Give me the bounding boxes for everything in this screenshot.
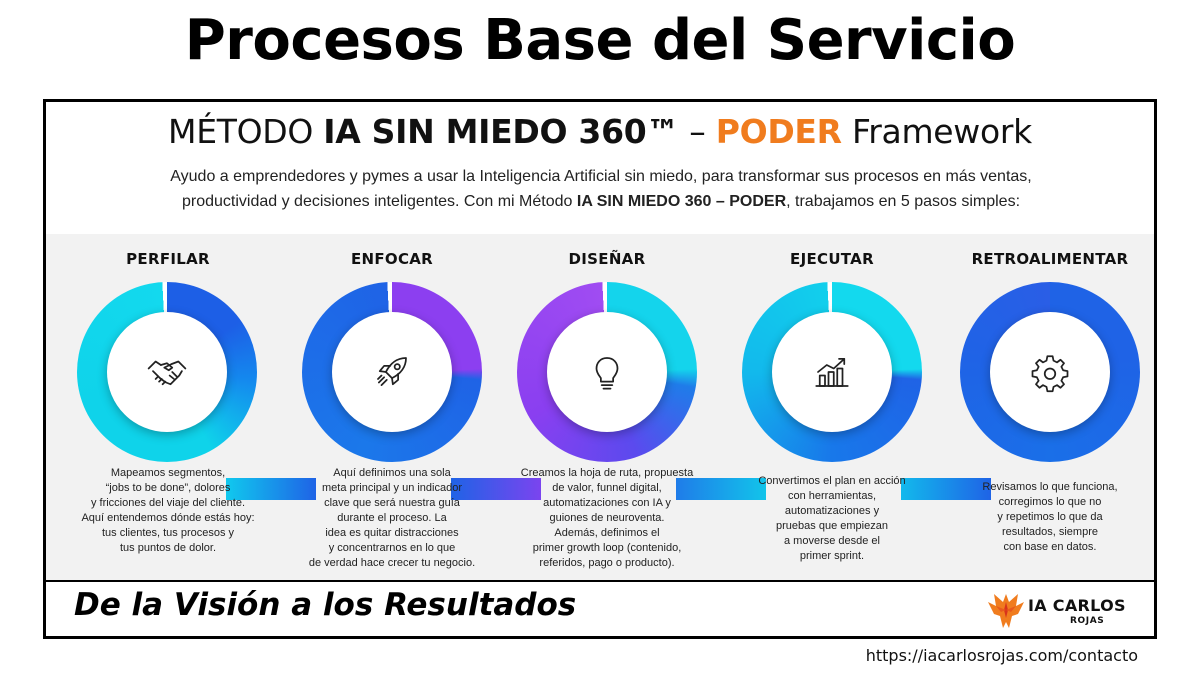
framework-subtitle: MÉTODO IA SIN MIEDO 360™ – PODER Framewo… xyxy=(46,112,1154,151)
desc-line: pruebas que empiezan xyxy=(776,520,888,532)
step-ring-disenar xyxy=(517,282,697,462)
connector-3-4 xyxy=(676,478,766,500)
step-title-ejecutar: EJECUTAR xyxy=(790,250,874,268)
step-desc-disenar: Creamos la hoja de ruta, propuesta de va… xyxy=(507,466,707,571)
subtitle-dash: – xyxy=(679,112,716,151)
step-title-enfocar: ENFOCAR xyxy=(350,250,434,268)
desc-line: durante el proceso. La xyxy=(337,512,447,524)
subtitle-suffix: Framework xyxy=(841,112,1032,151)
desc-line: Además, definimos el xyxy=(554,527,660,539)
desc-line: tus clientes, tus procesos y xyxy=(101,527,235,539)
desc-line: Aquí entendemos dónde estás hoy: xyxy=(81,512,255,524)
framework-card: MÉTODO IA SIN MIEDO 360™ – PODER Framewo… xyxy=(43,99,1157,639)
intro-line-2-suffix: , trabajamos en 5 pasos simples: xyxy=(786,193,1021,210)
step-circle-disenar xyxy=(547,312,667,432)
step-title-disenar: DISEÑAR xyxy=(568,250,646,268)
connector-4-5 xyxy=(901,478,991,500)
intro-line-2: productividad y decisiones inteligentes.… xyxy=(66,189,1136,214)
contact-url[interactable]: https://iacarlosrojas.com/contacto xyxy=(865,646,1138,665)
step-title-retroalimentar: RETROALIMENTAR xyxy=(971,250,1129,268)
step-circle-retroalimentar xyxy=(990,312,1110,432)
desc-line: de valor, funnel digital, xyxy=(552,482,662,494)
desc-line: a moverse desde el xyxy=(784,535,880,547)
desc-line: “jobs to be done”, dolores xyxy=(105,482,231,494)
logo-sub: ROJAS xyxy=(1070,616,1105,626)
handshake-icon xyxy=(147,360,187,386)
connector-2-3 xyxy=(451,478,541,500)
intro-line-2-prefix: productividad y decisiones inteligentes.… xyxy=(181,193,577,210)
step-ring-retroalimentar xyxy=(960,282,1140,462)
page-title: Procesos Base del Servicio xyxy=(184,8,1016,73)
footer-divider xyxy=(46,580,1154,582)
desc-line: y repetimos lo que da xyxy=(997,511,1103,523)
logo-name: IA CARLOS xyxy=(1028,596,1126,615)
step-ring-ejecutar xyxy=(742,282,922,462)
desc-line: automatizaciones y xyxy=(784,505,880,517)
subtitle-method: IA SIN MIEDO 360™ xyxy=(323,112,680,151)
connector-1-2 xyxy=(226,478,316,500)
subtitle-accent: PODER xyxy=(715,112,842,151)
step-circle-perfilar xyxy=(107,312,227,432)
desc-line: guiones de neuroventa. xyxy=(549,512,665,524)
phoenix-icon xyxy=(988,594,1024,628)
desc-line: meta principal y un indicador xyxy=(321,482,463,494)
step-ring-perfilar xyxy=(77,282,257,462)
desc-line: y concentrarnos en lo que xyxy=(328,542,456,554)
desc-line: primer growth loop (contenido, xyxy=(532,542,682,554)
desc-line: corregimos lo que no xyxy=(998,496,1102,508)
step-ring-enfocar xyxy=(302,282,482,462)
desc-line: Convertimos el plan en acción xyxy=(758,475,906,487)
desc-line: Aquí definimos una sola xyxy=(333,467,451,479)
desc-line: y fricciones del viaje del cliente. xyxy=(90,497,246,509)
brand-logo: IA CARLOS ROJAS xyxy=(986,588,1136,632)
desc-line: Revisamos lo que funciona, xyxy=(982,481,1118,493)
growth-chart-icon xyxy=(815,358,849,387)
rocket-icon xyxy=(377,357,407,386)
desc-line: con base en datos. xyxy=(1003,541,1097,553)
desc-line: clave que será nuestra guía xyxy=(324,497,460,509)
tagline: De la Visión a los Resultados xyxy=(74,587,577,623)
subtitle-prefix: MÉTODO xyxy=(168,112,324,151)
step-circle-ejecutar xyxy=(772,312,892,432)
lightbulb-icon xyxy=(595,357,619,390)
desc-line: Creamos la hoja de ruta, propuesta xyxy=(520,467,694,479)
step-desc-ejecutar: Convertimos el plan en acción con herram… xyxy=(732,474,932,564)
step-desc-enfocar: Aquí definimos una sola meta principal y… xyxy=(292,466,492,571)
desc-line: referidos, pago o producto). xyxy=(539,557,675,569)
desc-line: de verdad hace crecer tu negocio. xyxy=(308,557,476,569)
step-circle-enfocar xyxy=(332,312,452,432)
intro-text: Ayudo a emprendedores y pymes a usar la … xyxy=(66,164,1136,214)
intro-line-1: Ayudo a emprendedores y pymes a usar la … xyxy=(170,168,1032,185)
gear-icon xyxy=(1031,355,1069,393)
desc-line: tus puntos de dolor. xyxy=(119,542,216,554)
desc-line: resultados, siempre xyxy=(1002,526,1098,538)
desc-line: primer sprint. xyxy=(799,550,865,562)
intro-line-2-bold: IA SIN MIEDO 360 – PODER xyxy=(576,193,787,210)
desc-line: Mapeamos segmentos, xyxy=(110,467,226,479)
step-title-perfilar: PERFILAR xyxy=(126,250,210,268)
step-desc-retroalimentar: Revisamos lo que funciona, corregimos lo… xyxy=(950,480,1150,555)
step-desc-perfilar: Mapeamos segmentos, “jobs to be done”, d… xyxy=(68,466,268,556)
desc-line: con herramientas, xyxy=(787,490,877,502)
desc-line: automatizaciones con IA y xyxy=(543,497,671,509)
desc-line: idea es quitar distracciones xyxy=(325,527,459,539)
